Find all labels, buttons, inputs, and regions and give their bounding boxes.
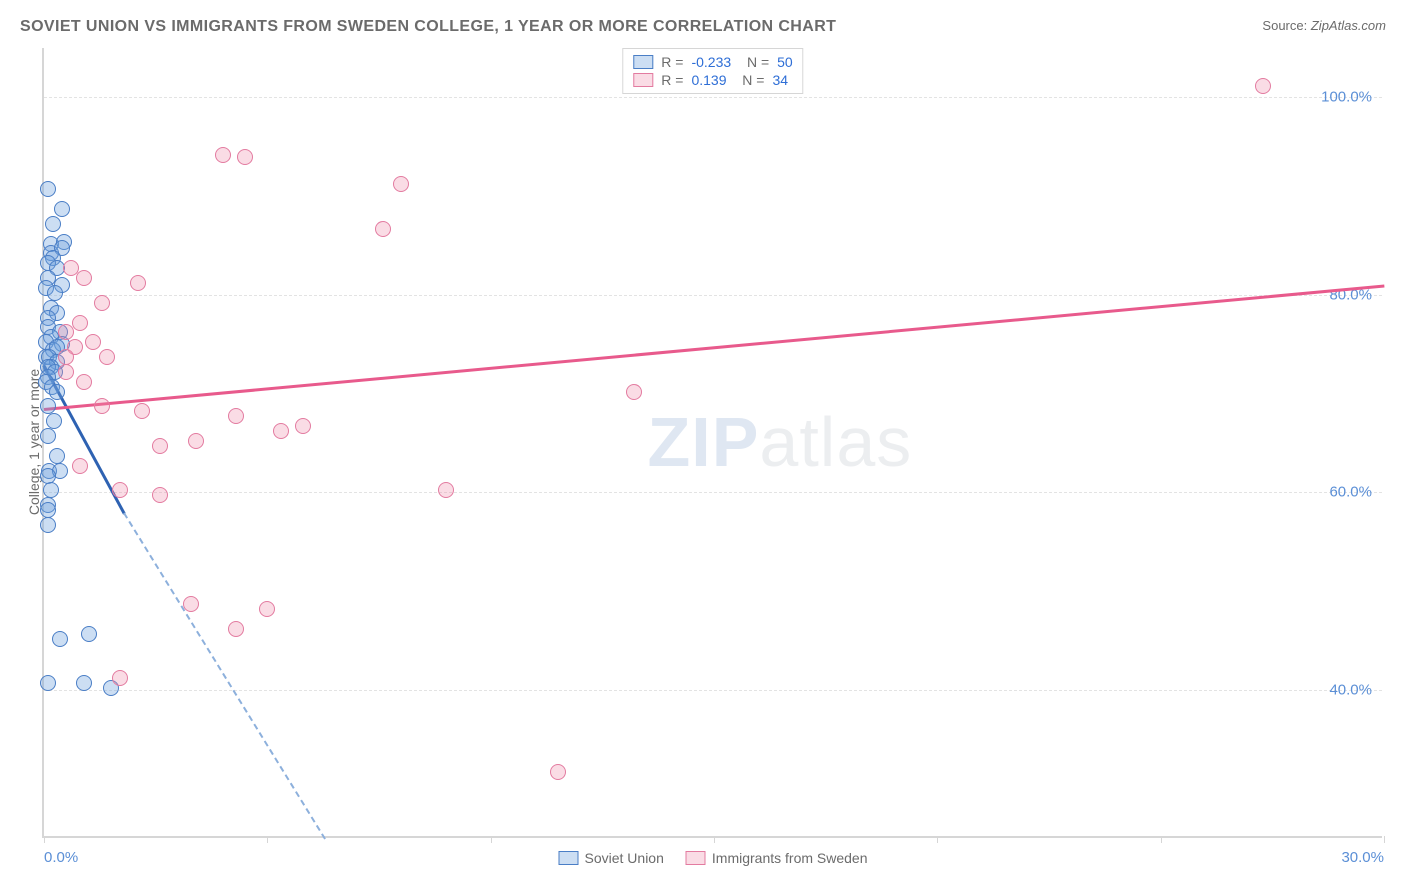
data-point bbox=[152, 487, 168, 503]
watermark: ZIPatlas bbox=[648, 402, 913, 482]
scatter-plot: ZIPatlas College, 1 year or more R = -0.… bbox=[42, 48, 1382, 838]
data-point bbox=[40, 468, 56, 484]
source-value: ZipAtlas.com bbox=[1311, 18, 1386, 33]
gridline bbox=[44, 492, 1382, 493]
data-point bbox=[76, 675, 92, 691]
n-label: N = bbox=[735, 72, 765, 88]
data-point bbox=[76, 270, 92, 286]
n-value-sweden: 34 bbox=[772, 72, 788, 88]
y-tick-label: 40.0% bbox=[1329, 681, 1372, 698]
legend-label-sweden: Immigrants from Sweden bbox=[712, 850, 868, 866]
y-tick-label: 100.0% bbox=[1321, 89, 1372, 106]
correlation-legend: R = -0.233 N = 50 R = 0.139 N = 34 bbox=[622, 48, 803, 94]
data-point bbox=[54, 201, 70, 217]
n-label: N = bbox=[739, 54, 769, 70]
r-value-sweden: 0.139 bbox=[691, 72, 726, 88]
x-tick-label: 30.0% bbox=[1341, 849, 1384, 866]
data-point bbox=[52, 631, 68, 647]
source-label: Source: bbox=[1262, 18, 1307, 33]
data-point bbox=[112, 670, 128, 686]
legend-item-soviet: Soviet Union bbox=[559, 850, 664, 866]
data-point bbox=[550, 764, 566, 780]
data-point bbox=[183, 596, 199, 612]
data-point bbox=[152, 438, 168, 454]
trend-line bbox=[124, 513, 327, 840]
data-point bbox=[81, 626, 97, 642]
data-point bbox=[1255, 78, 1271, 94]
swatch-pink-icon bbox=[633, 73, 653, 87]
data-point bbox=[99, 349, 115, 365]
legend-row-sweden: R = 0.139 N = 34 bbox=[633, 71, 792, 89]
y-tick-label: 60.0% bbox=[1329, 484, 1372, 501]
legend-label-soviet: Soviet Union bbox=[585, 850, 664, 866]
data-point bbox=[237, 149, 253, 165]
data-point bbox=[188, 433, 204, 449]
data-point bbox=[76, 374, 92, 390]
data-point bbox=[375, 221, 391, 237]
data-point bbox=[58, 364, 74, 380]
source-citation: Source: ZipAtlas.com bbox=[1262, 18, 1386, 33]
swatch-blue-icon bbox=[559, 851, 579, 865]
data-point bbox=[228, 621, 244, 637]
data-point bbox=[626, 384, 642, 400]
r-label: R = bbox=[661, 54, 683, 70]
r-value-soviet: -0.233 bbox=[691, 54, 731, 70]
data-point bbox=[58, 349, 74, 365]
data-point bbox=[72, 458, 88, 474]
chart-title: SOVIET UNION VS IMMIGRANTS FROM SWEDEN C… bbox=[20, 18, 836, 36]
data-point bbox=[85, 334, 101, 350]
data-point bbox=[393, 176, 409, 192]
x-tick bbox=[1384, 836, 1385, 843]
data-point bbox=[58, 324, 74, 340]
data-point bbox=[130, 275, 146, 291]
x-tick bbox=[491, 836, 492, 843]
x-tick bbox=[937, 836, 938, 843]
data-point bbox=[46, 413, 62, 429]
data-point bbox=[40, 398, 56, 414]
data-point bbox=[94, 398, 110, 414]
watermark-zip: ZIP bbox=[648, 403, 760, 481]
data-point bbox=[45, 216, 61, 232]
data-point bbox=[273, 423, 289, 439]
data-point bbox=[43, 482, 59, 498]
data-point bbox=[49, 384, 65, 400]
data-point bbox=[259, 601, 275, 617]
r-label: R = bbox=[661, 72, 683, 88]
watermark-atlas: atlas bbox=[759, 403, 912, 481]
data-point bbox=[49, 448, 65, 464]
data-point bbox=[40, 517, 56, 533]
gridline bbox=[44, 97, 1382, 98]
data-point bbox=[215, 147, 231, 163]
data-point bbox=[40, 502, 56, 518]
data-point bbox=[72, 315, 88, 331]
series-legend: Soviet Union Immigrants from Sweden bbox=[559, 850, 868, 866]
trend-line bbox=[44, 285, 1384, 411]
legend-item-sweden: Immigrants from Sweden bbox=[686, 850, 868, 866]
gridline bbox=[44, 295, 1382, 296]
gridline bbox=[44, 690, 1382, 691]
x-tick-label: 0.0% bbox=[44, 849, 78, 866]
data-point bbox=[47, 285, 63, 301]
data-point bbox=[228, 408, 244, 424]
swatch-blue-icon bbox=[633, 55, 653, 69]
data-point bbox=[295, 418, 311, 434]
legend-row-soviet: R = -0.233 N = 50 bbox=[633, 53, 792, 71]
x-tick bbox=[44, 836, 45, 843]
swatch-pink-icon bbox=[686, 851, 706, 865]
data-point bbox=[40, 428, 56, 444]
x-tick bbox=[714, 836, 715, 843]
data-point bbox=[438, 482, 454, 498]
data-point bbox=[134, 403, 150, 419]
x-tick bbox=[267, 836, 268, 843]
x-tick bbox=[1161, 836, 1162, 843]
y-axis-label: College, 1 year or more bbox=[26, 369, 42, 515]
data-point bbox=[40, 675, 56, 691]
data-point bbox=[112, 482, 128, 498]
n-value-soviet: 50 bbox=[777, 54, 793, 70]
data-point bbox=[40, 181, 56, 197]
data-point bbox=[94, 295, 110, 311]
